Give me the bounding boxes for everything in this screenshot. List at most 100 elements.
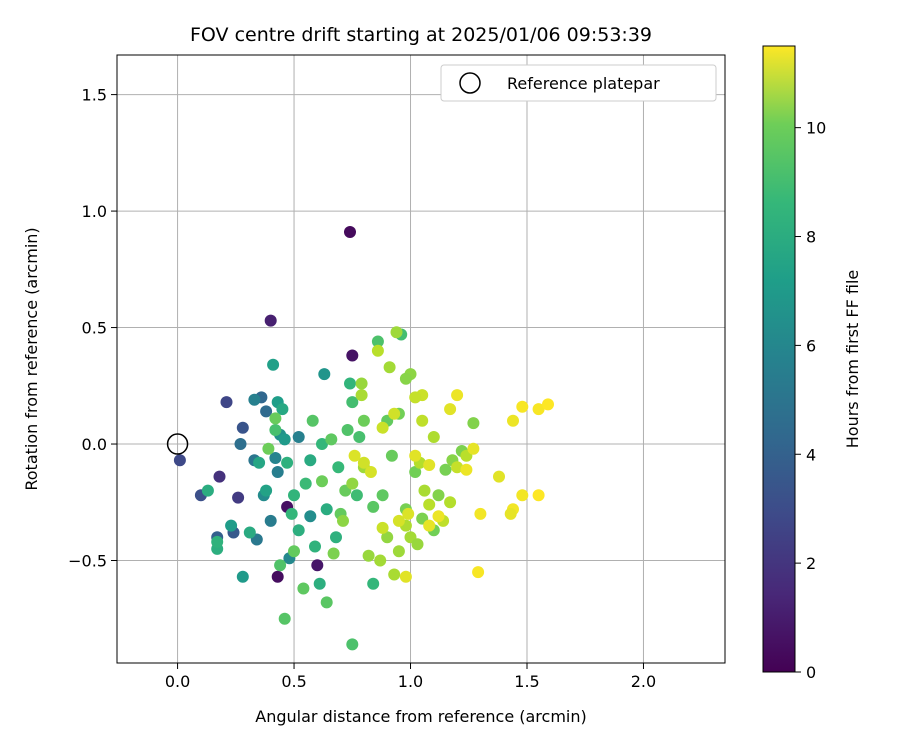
data-point	[264, 314, 277, 327]
legend-open-circle-icon	[459, 72, 481, 94]
data-point	[173, 454, 186, 467]
data-point	[467, 442, 480, 455]
data-point	[281, 456, 294, 469]
data-point	[423, 498, 436, 511]
data-point	[313, 577, 326, 590]
data-point	[357, 456, 370, 469]
data-point	[346, 349, 359, 362]
data-point	[262, 442, 275, 455]
x-tick-label: 1.0	[398, 672, 423, 691]
data-point	[344, 377, 356, 390]
data-point	[327, 547, 340, 560]
y-tick-label: 1.5	[82, 86, 107, 105]
data-point	[444, 403, 457, 416]
data-point	[460, 463, 473, 476]
colorbar-tick-label: 0	[806, 663, 816, 682]
data-point	[392, 514, 405, 527]
data-point	[542, 398, 554, 411]
data-point	[444, 496, 457, 509]
data-point	[346, 396, 359, 409]
data-point	[374, 554, 387, 567]
y-tick-label: 0.0	[82, 435, 107, 454]
legend-box	[440, 64, 717, 102]
data-point	[439, 463, 452, 476]
data-point	[367, 577, 380, 590]
data-point	[288, 489, 300, 502]
data-point	[390, 326, 403, 339]
data-point	[260, 484, 273, 497]
data-point	[225, 519, 238, 532]
data-point	[472, 566, 485, 579]
data-point	[355, 389, 368, 402]
data-point	[267, 358, 280, 371]
data-point	[376, 421, 389, 434]
legend-label: Reference platepar	[507, 74, 660, 93]
x-tick-label: 2.0	[631, 672, 656, 691]
data-point	[269, 424, 282, 436]
data-point	[341, 424, 354, 436]
data-point	[271, 466, 284, 478]
data-point	[260, 405, 273, 418]
data-point	[381, 531, 394, 544]
data-point	[234, 438, 247, 450]
colorbar-tick-label: 4	[806, 445, 816, 464]
data-point	[355, 377, 368, 390]
legend: Reference platepar	[440, 64, 717, 102]
y-tick-label: 1.0	[82, 202, 107, 221]
data-point	[409, 466, 422, 478]
colorbar-tick-label: 8	[806, 228, 816, 247]
data-point	[330, 531, 342, 544]
data-point	[276, 403, 289, 416]
data-point	[516, 400, 529, 413]
y-axis-label: Rotation from reference (arcmin)	[22, 227, 41, 490]
data-point	[451, 389, 464, 402]
y-tick-label: −0.5	[68, 552, 107, 571]
data-point	[201, 484, 214, 497]
grid-lines	[117, 55, 725, 663]
data-point	[271, 570, 284, 583]
data-point	[493, 470, 505, 483]
data-point	[432, 510, 445, 523]
data-point	[371, 335, 384, 348]
data-point	[376, 521, 389, 534]
data-point	[288, 545, 300, 558]
data-point	[427, 431, 440, 443]
data-point	[320, 503, 333, 516]
data-point	[213, 470, 226, 483]
data-point	[236, 421, 249, 434]
data-point	[423, 459, 436, 471]
colorbar-tick-label: 10	[806, 119, 826, 138]
x-axis-ticks: 0.0 0.5 1.0 1.5 2.0	[165, 663, 656, 691]
y-tick-label: 0.5	[82, 319, 107, 338]
data-point	[353, 431, 366, 443]
data-point	[269, 452, 282, 464]
colorbar-ticks: 0 2 4 6 8 10	[795, 119, 826, 682]
data-point	[348, 449, 361, 462]
data-point	[278, 433, 291, 446]
data-point	[292, 431, 305, 443]
data-point	[507, 414, 519, 427]
colorbar-tick-label: 2	[806, 554, 816, 573]
data-point	[362, 549, 375, 562]
data-point	[320, 596, 333, 609]
data-point	[411, 538, 424, 551]
scatter-points	[173, 226, 554, 651]
data-point	[269, 412, 282, 425]
data-point	[285, 507, 298, 520]
data-point	[388, 407, 401, 420]
data-point	[316, 475, 328, 488]
data-point	[388, 568, 401, 581]
data-point	[292, 524, 305, 537]
data-point	[376, 489, 389, 502]
data-point	[392, 545, 405, 558]
data-point	[316, 438, 328, 450]
data-point	[236, 570, 249, 583]
data-point	[297, 582, 310, 595]
reference-marker-layer	[166, 433, 189, 455]
data-point	[399, 372, 412, 385]
data-point	[274, 559, 287, 572]
colorbar: 0 2 4 6 8 10 Hours from first FF file	[762, 45, 862, 682]
data-point	[332, 461, 345, 474]
y-axis-ticks: −0.5 0.0 0.5 1.0 1.5	[68, 86, 117, 571]
x-tick-label: 0.5	[281, 672, 306, 691]
